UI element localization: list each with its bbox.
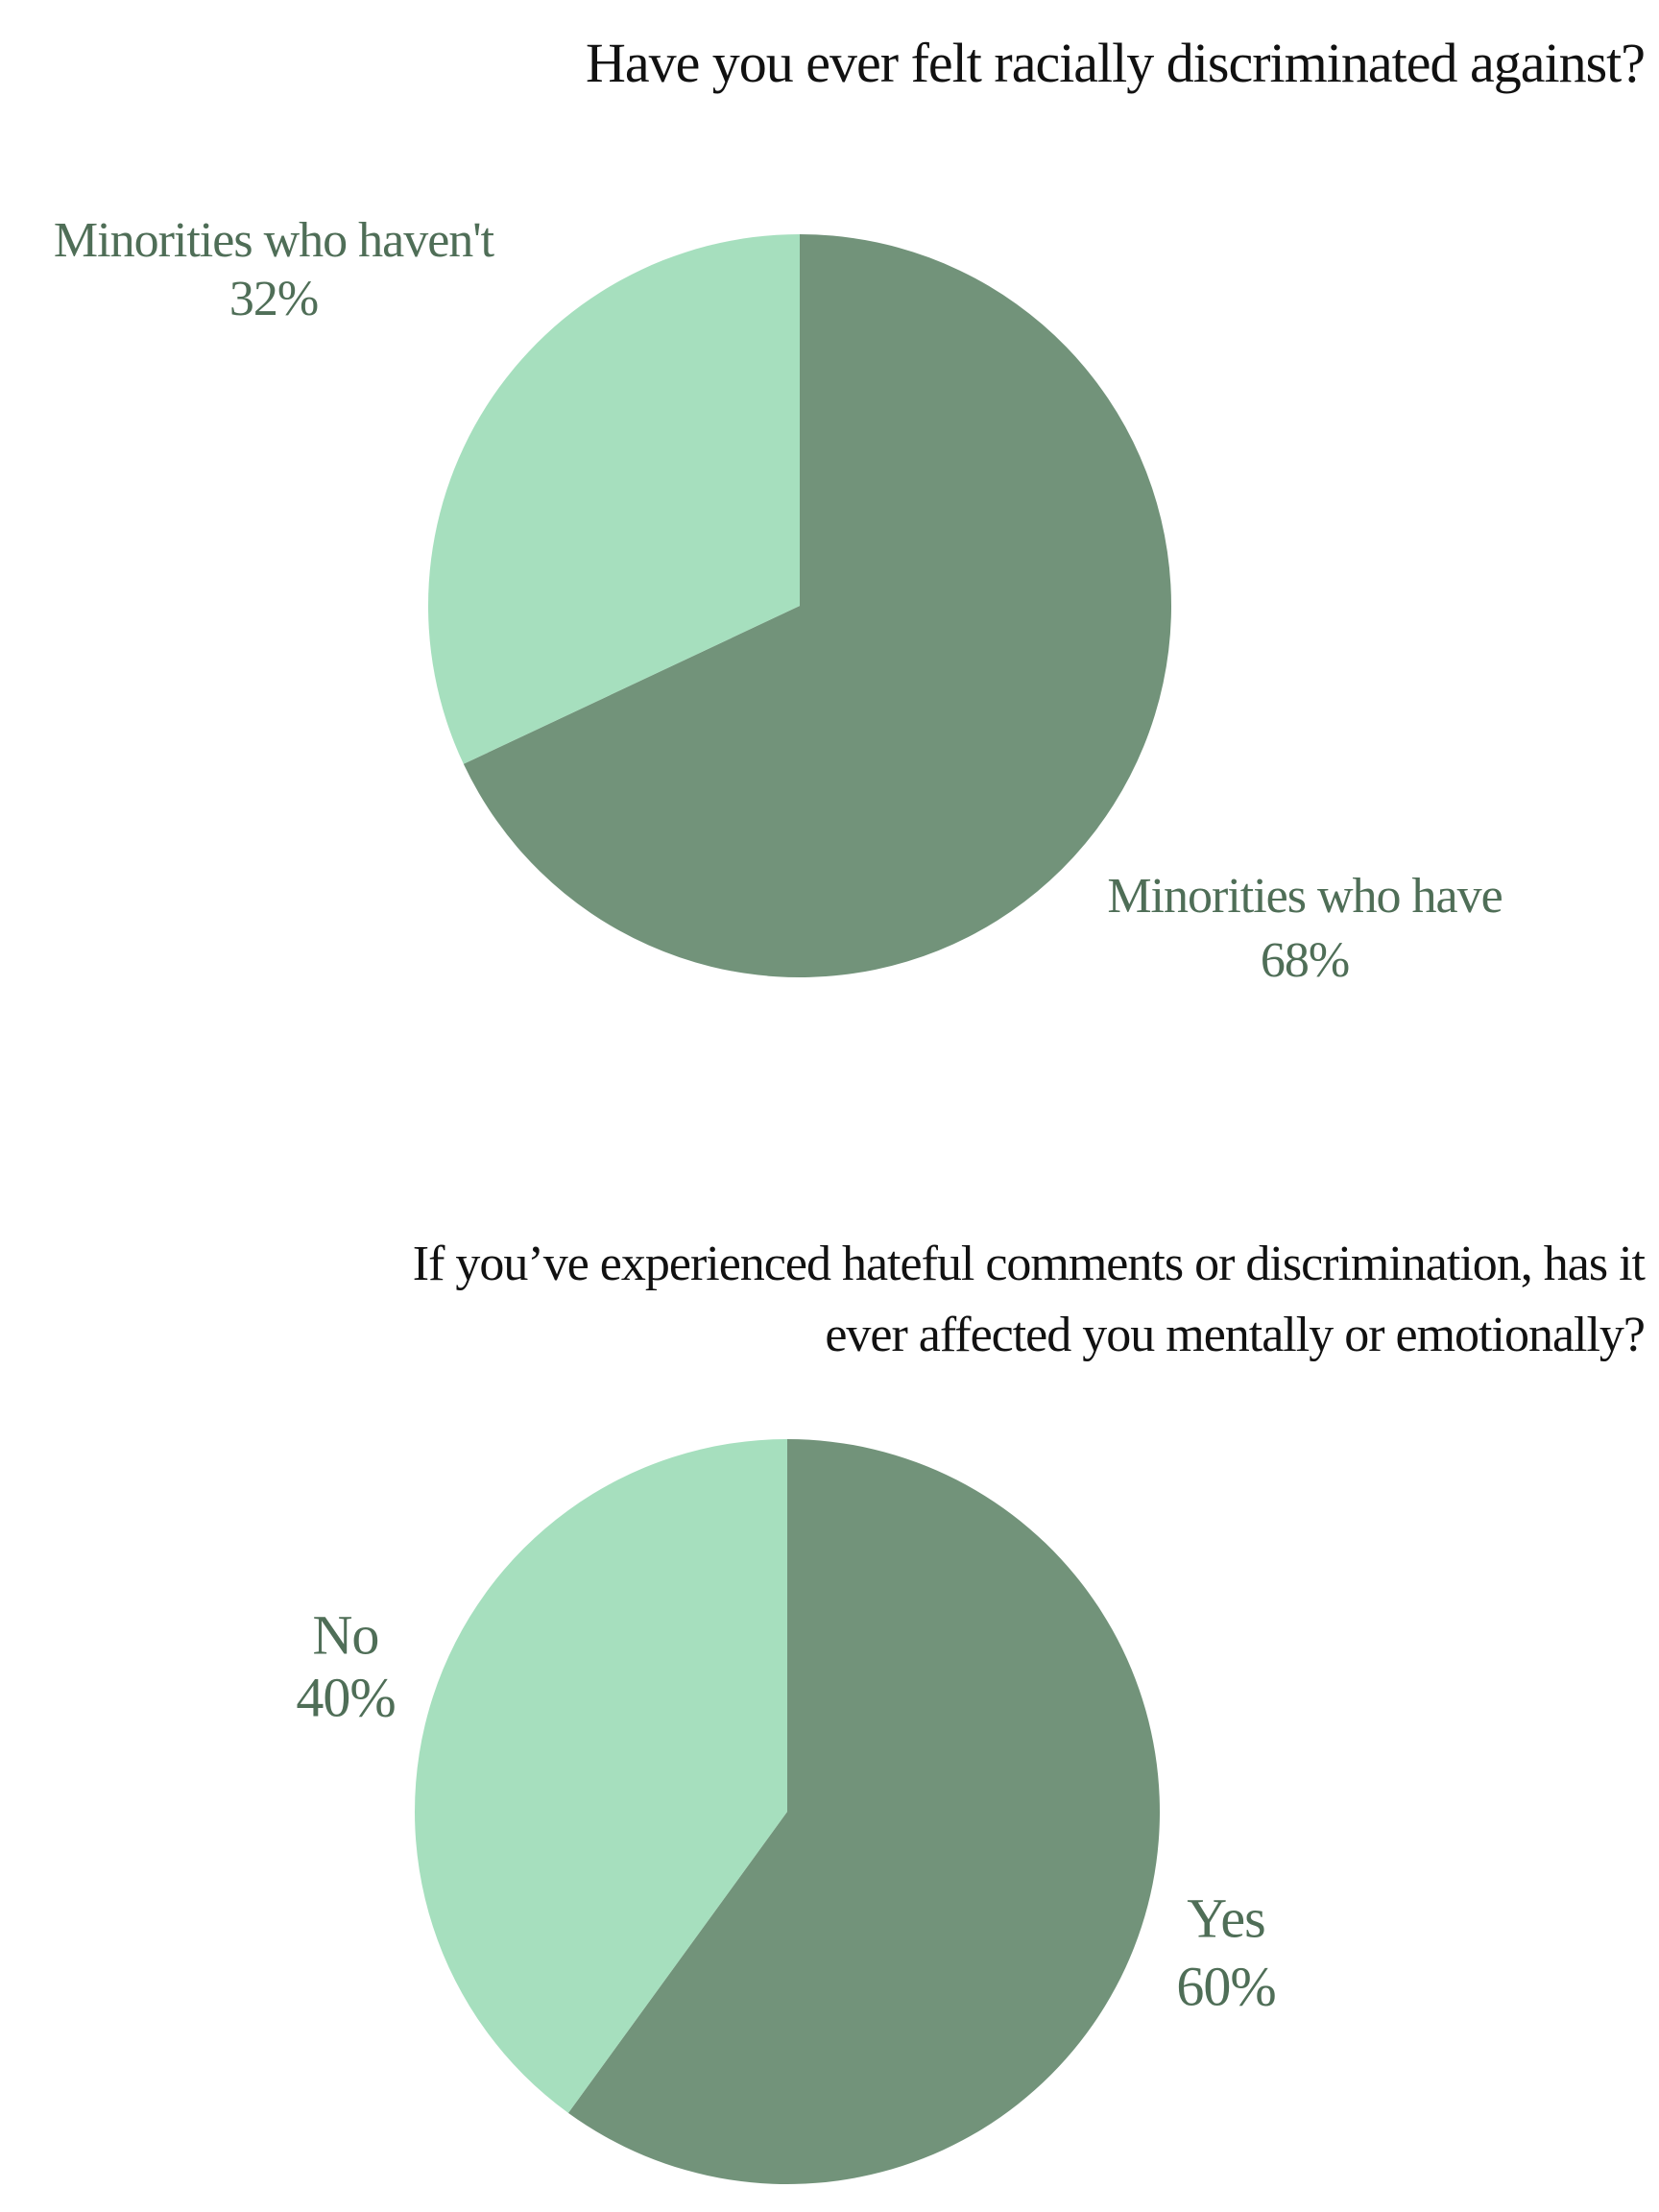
- slice-label: Yes: [1187, 1887, 1264, 1949]
- pie-slice: [427, 234, 800, 764]
- slice-label: Minorities who haven't: [54, 213, 495, 268]
- slice-label: No: [313, 1603, 379, 1666]
- slice-value-label: 68%: [1261, 933, 1349, 988]
- slice-value-label: 60%: [1176, 1955, 1275, 2017]
- pie-slice: [463, 234, 1172, 978]
- pie-slice: [414, 1438, 787, 2113]
- chart-title: If you’ve experienced hateful comments o…: [412, 1237, 1646, 1362]
- slice-value-label: 40%: [296, 1666, 395, 1728]
- slice-value-label: 32%: [229, 272, 318, 326]
- slice-label: Minorities who have: [1107, 869, 1502, 924]
- chart-title: Have you ever felt racially discriminate…: [585, 32, 1646, 94]
- pie-slice: [567, 1439, 1160, 2184]
